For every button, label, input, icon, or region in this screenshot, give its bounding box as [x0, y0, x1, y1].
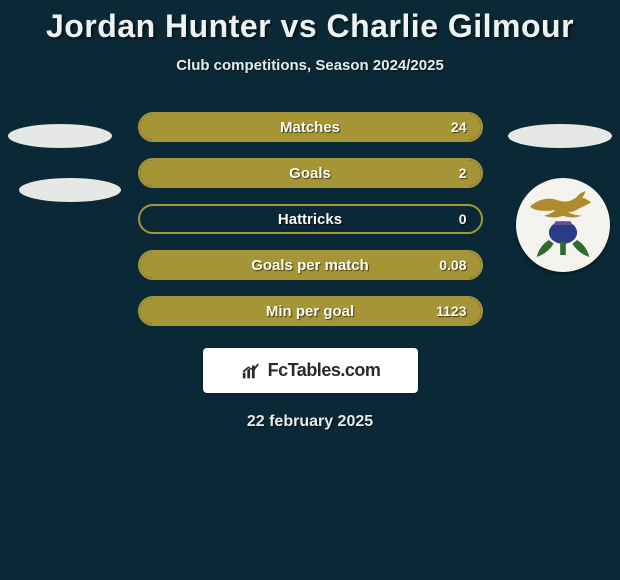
page-title: Jordan Hunter vs Charlie Gilmour	[0, 0, 620, 45]
brand-text: FcTables.com	[268, 360, 381, 381]
stat-value-right: 24	[451, 114, 467, 140]
crest-svg	[516, 178, 610, 272]
stat-label: Goals	[140, 160, 481, 186]
stat-label: Hattricks	[140, 206, 481, 232]
stat-value-right: 2	[459, 160, 467, 186]
right-placeholder	[508, 124, 612, 148]
brand-box[interactable]: FcTables.com	[203, 348, 418, 393]
stat-label: Matches	[140, 114, 481, 140]
stat-value-right: 0	[459, 206, 467, 232]
stat-value-right: 0.08	[439, 252, 466, 278]
stat-label: Goals per match	[140, 252, 481, 278]
club-crest	[516, 178, 610, 272]
left-placeholder-1	[8, 124, 112, 148]
stat-row: Hattricks0	[138, 204, 483, 234]
date-label: 22 february 2025	[0, 413, 620, 431]
stat-row: Goals2	[138, 158, 483, 188]
stat-row: Matches24	[138, 112, 483, 142]
stat-value-right: 1123	[436, 298, 466, 324]
stat-row: Goals per match0.08	[138, 250, 483, 280]
chart-icon	[240, 360, 262, 382]
stat-row: Min per goal1123	[138, 296, 483, 326]
stat-label: Min per goal	[140, 298, 481, 324]
subtitle: Club competitions, Season 2024/2025	[0, 57, 620, 74]
left-placeholder-2	[19, 178, 121, 202]
